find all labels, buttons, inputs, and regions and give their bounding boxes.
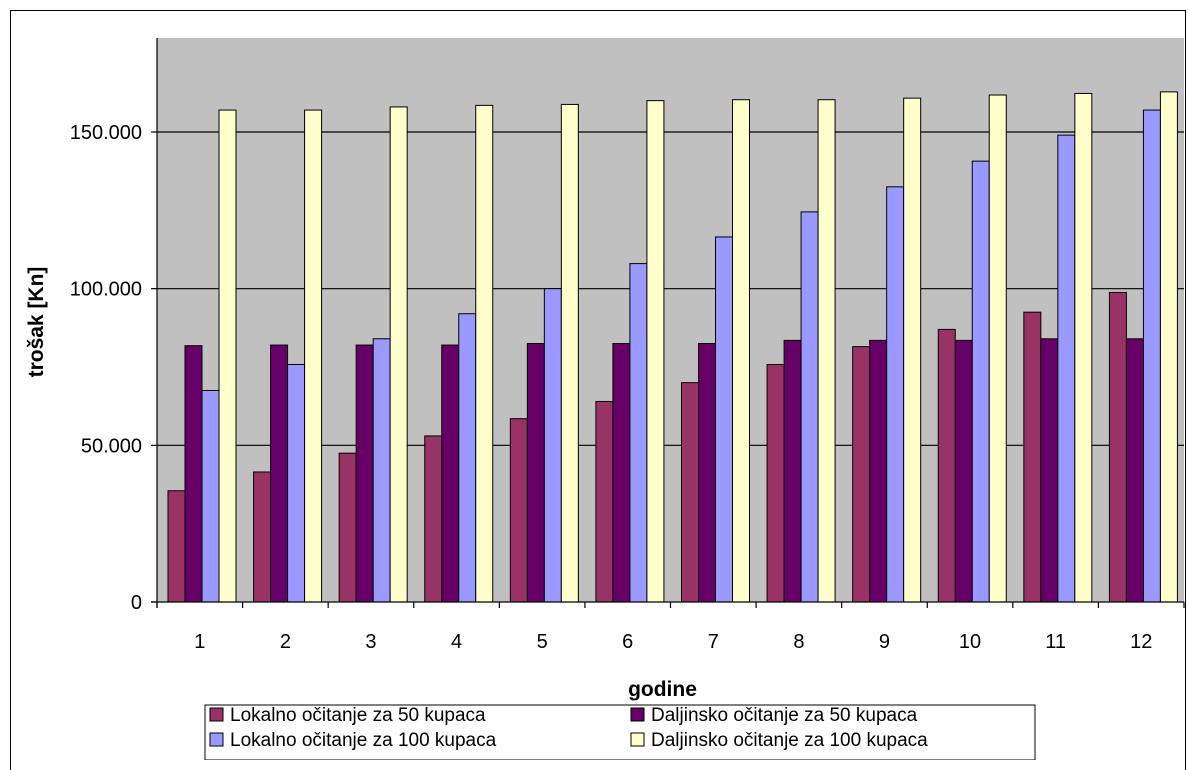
bar-series1-year7 xyxy=(681,382,699,603)
x-tick-label: 3 xyxy=(365,631,376,653)
legend: Lokalno očitanje za 50 kupaca Daljinsko o… xyxy=(204,704,1036,760)
bar-series3-year2 xyxy=(287,363,306,603)
legend-swatch xyxy=(630,732,645,747)
bar-series4-year12 xyxy=(1159,91,1178,603)
x-tick-label: 4 xyxy=(451,631,462,653)
bar-series2-year7 xyxy=(698,343,716,603)
bar-series4-year5 xyxy=(560,103,579,603)
bar-series3-year1 xyxy=(201,390,220,603)
bar-series3-year6 xyxy=(629,263,648,603)
gridlines xyxy=(157,131,1184,446)
x-tick-label: 1 xyxy=(194,631,205,653)
bar-series2-year8 xyxy=(783,339,802,603)
y-tick-label: 0 xyxy=(131,592,142,614)
legend-label: Lokalno očitanje za 50 kupaca xyxy=(230,705,486,726)
bar-series4-year2 xyxy=(304,109,323,603)
legend-swatch xyxy=(209,707,224,722)
bar-series2-year5 xyxy=(526,343,545,603)
x-tick-label: 6 xyxy=(622,631,633,653)
bar-series3-year7 xyxy=(715,236,733,603)
x-tick-label: 5 xyxy=(537,631,548,653)
x-tick-label: 9 xyxy=(879,631,890,653)
bar-series2-year10 xyxy=(954,339,973,603)
bar-series3-year5 xyxy=(543,288,562,603)
y-tick-label: 50.000 xyxy=(81,435,142,457)
bar-series1-year11 xyxy=(1023,311,1042,603)
x-axis-title: godine xyxy=(628,678,697,701)
bar-series3-year3 xyxy=(372,338,391,603)
legend-label: Daljinsko očitanje za 100 kupaca xyxy=(651,730,928,751)
legend-box xyxy=(204,704,1036,760)
y-tick-label: 150.000 xyxy=(70,122,142,144)
bar-series3-year9 xyxy=(886,186,905,603)
y-axis-title: trošak [Kn] xyxy=(25,267,48,378)
legend-swatch xyxy=(209,732,224,747)
bar-series2-year11 xyxy=(1040,338,1059,603)
bar-series4-year3 xyxy=(389,106,408,603)
bar-series1-year1 xyxy=(167,490,186,603)
x-tick-label: 11 xyxy=(1045,631,1066,653)
bar-series4-year1 xyxy=(218,109,237,603)
bars xyxy=(167,91,1178,603)
bar-series4-year8 xyxy=(817,99,836,603)
chart-frame xyxy=(10,10,1186,770)
bar-series2-year1 xyxy=(184,345,203,603)
bar-series3-year8 xyxy=(800,211,819,603)
bar-series3-year10 xyxy=(971,160,990,603)
bar-series4-year6 xyxy=(646,100,665,603)
bar-series3-year11 xyxy=(1057,134,1076,603)
bar-series1-year9 xyxy=(852,346,871,603)
bar-series1-year8 xyxy=(766,363,785,603)
bar-series3-year12 xyxy=(1142,109,1161,603)
x-tick-label: 8 xyxy=(793,631,804,653)
bar-series1-year2 xyxy=(253,471,272,603)
bar-series2-year9 xyxy=(869,339,888,603)
bar-series2-year12 xyxy=(1125,338,1144,603)
bar-series1-year4 xyxy=(424,435,443,603)
bar-series1-year6 xyxy=(595,400,614,603)
bar-series4-year7 xyxy=(732,99,750,603)
x-tick-label: 7 xyxy=(708,631,719,653)
x-tick-label: 2 xyxy=(280,631,291,653)
x-tick-label: 12 xyxy=(1130,631,1152,653)
bar-series2-year3 xyxy=(355,344,374,603)
bar-series1-year10 xyxy=(937,328,956,603)
bar-series2-year2 xyxy=(270,344,289,603)
bar-series1-year12 xyxy=(1108,291,1127,603)
y-tick-label: 100.000 xyxy=(70,279,142,301)
bar-series2-year6 xyxy=(612,343,631,603)
bar-series1-year5 xyxy=(509,418,528,603)
bar-series3-year4 xyxy=(458,313,477,603)
legend-swatch xyxy=(630,707,645,722)
legend-label: Daljinsko očitanje za 50 kupaca xyxy=(651,705,918,726)
bar-series1-year3 xyxy=(338,452,357,603)
bar-series4-year11 xyxy=(1074,92,1093,603)
legend-label: Lokalno očitanje za 100 kupaca xyxy=(230,730,497,751)
bar-series4-year4 xyxy=(475,104,494,603)
x-tick-label: 10 xyxy=(959,631,981,653)
bar-series4-year9 xyxy=(903,97,922,603)
bar-series4-year10 xyxy=(988,94,1007,603)
bar-series2-year4 xyxy=(441,344,460,603)
